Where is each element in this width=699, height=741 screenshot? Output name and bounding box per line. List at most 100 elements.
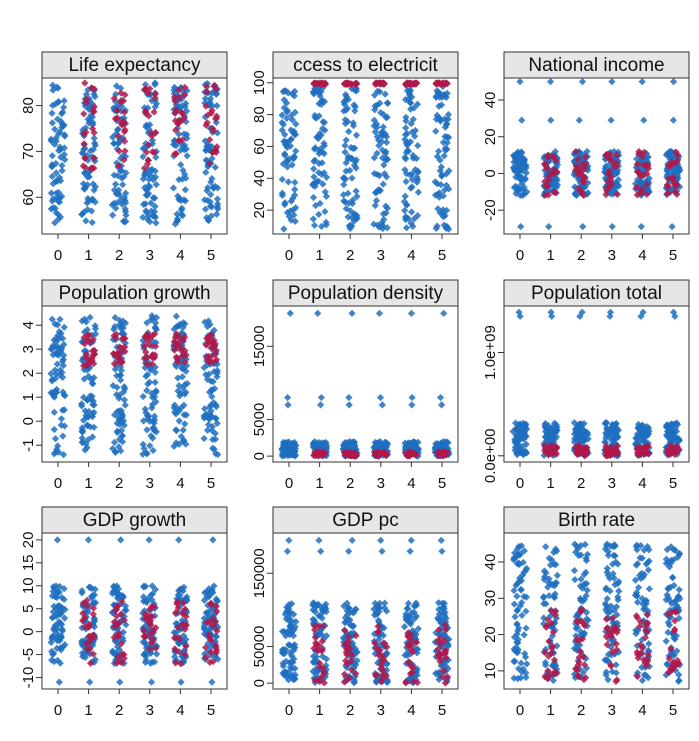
data-point-outlier <box>547 78 554 85</box>
panel-frame <box>273 306 458 462</box>
data-point-outlier <box>437 394 444 401</box>
data-point-outlier <box>314 310 321 317</box>
data-point <box>348 174 355 181</box>
points-layer <box>279 310 453 460</box>
x-tick-label: 0 <box>285 702 293 719</box>
x-tick-label: 0 <box>54 247 62 264</box>
data-point <box>61 324 68 331</box>
data-point <box>201 435 208 442</box>
x-tick-label: 3 <box>377 475 385 492</box>
y-tick-label: 40 <box>251 170 268 187</box>
y-tick-label: 50000 <box>251 626 268 668</box>
data-point <box>542 543 549 550</box>
data-point <box>615 588 622 595</box>
data-point <box>59 433 66 440</box>
data-point <box>58 162 65 169</box>
data-point <box>522 674 529 681</box>
x-tick-label: 1 <box>546 702 554 719</box>
data-point <box>152 219 159 226</box>
data-point <box>58 415 65 422</box>
data-point <box>140 393 147 400</box>
y-tick-label: 20 <box>251 202 268 219</box>
x-tick-label: 0 <box>54 475 62 492</box>
data-point <box>340 181 347 188</box>
y-tick-label: 20 <box>482 626 499 643</box>
y-tick-label: 0 <box>20 417 37 425</box>
data-point-outlier <box>284 401 291 408</box>
x-tick-label: 3 <box>608 475 616 492</box>
data-point <box>48 110 55 117</box>
x-tick-label: 2 <box>115 475 123 492</box>
x-tick-label: 5 <box>207 702 215 719</box>
data-point <box>310 194 317 201</box>
data-point <box>511 658 518 665</box>
data-point-outlier <box>378 548 385 555</box>
data-point-outlier <box>379 401 386 408</box>
data-point <box>109 211 116 218</box>
y-tick-label: 5000 <box>251 403 268 436</box>
data-point-outlier <box>86 679 93 686</box>
y-tick-label: 15000 <box>251 325 268 367</box>
y-tick-label: 100 <box>251 70 268 95</box>
panel-title: Life expectancy <box>68 55 201 76</box>
x-tick-label: 2 <box>346 475 354 492</box>
x-tick-label: 0 <box>516 247 524 264</box>
data-point-outlier <box>607 117 614 124</box>
x-tick-label: 0 <box>54 702 62 719</box>
x-tick-label: 4 <box>176 475 184 492</box>
x-tick-label: 5 <box>438 475 446 492</box>
data-point-outlier <box>56 679 63 686</box>
data-point <box>521 631 528 638</box>
data-point-outlier <box>408 537 415 544</box>
data-point-outlier <box>116 679 123 686</box>
y-tick-label: 10 <box>20 577 37 594</box>
data-point <box>122 402 129 409</box>
data-point <box>180 427 187 434</box>
data-point <box>511 613 518 620</box>
data-point-outlier <box>438 401 445 408</box>
data-point <box>554 572 561 579</box>
data-point <box>646 585 653 592</box>
x-tick-label: 4 <box>176 247 184 264</box>
y-tick-label: 60 <box>251 138 268 155</box>
data-point-outlier <box>517 223 524 230</box>
y-tick-label: 3 <box>20 345 37 353</box>
data-point <box>51 426 58 433</box>
x-tick-label: 2 <box>577 475 585 492</box>
data-point <box>213 211 220 218</box>
x-tick-label: 1 <box>315 702 323 719</box>
data-point <box>518 586 525 593</box>
data-point <box>119 181 126 188</box>
data-point-outlier <box>377 537 384 544</box>
x-tick-label: 1 <box>84 475 92 492</box>
data-point <box>571 576 578 583</box>
data-point <box>645 566 652 573</box>
data-point <box>51 409 58 416</box>
x-tick-label: 2 <box>346 247 354 264</box>
panel-title: Population density <box>288 283 444 304</box>
data-point <box>315 211 322 218</box>
data-point-outlier <box>208 679 215 686</box>
y-tick-label: 1.0e+09 <box>482 325 499 380</box>
x-tick-label: 4 <box>407 475 415 492</box>
x-tick-label: 3 <box>146 475 154 492</box>
data-point-outlier <box>407 548 414 555</box>
data-point-outlier <box>145 536 152 543</box>
data-point <box>373 197 380 204</box>
y-tick-label: 40 <box>482 92 499 109</box>
data-point <box>571 567 578 574</box>
y-tick-label: 20 <box>20 532 37 549</box>
panel-title: GDP pc <box>332 510 399 531</box>
y-tick-label: -20 <box>482 199 499 221</box>
data-point <box>173 313 180 320</box>
data-point <box>214 195 221 202</box>
panel-title: Population growth <box>58 283 210 304</box>
data-point <box>403 224 410 231</box>
data-point-outlier <box>576 117 583 124</box>
